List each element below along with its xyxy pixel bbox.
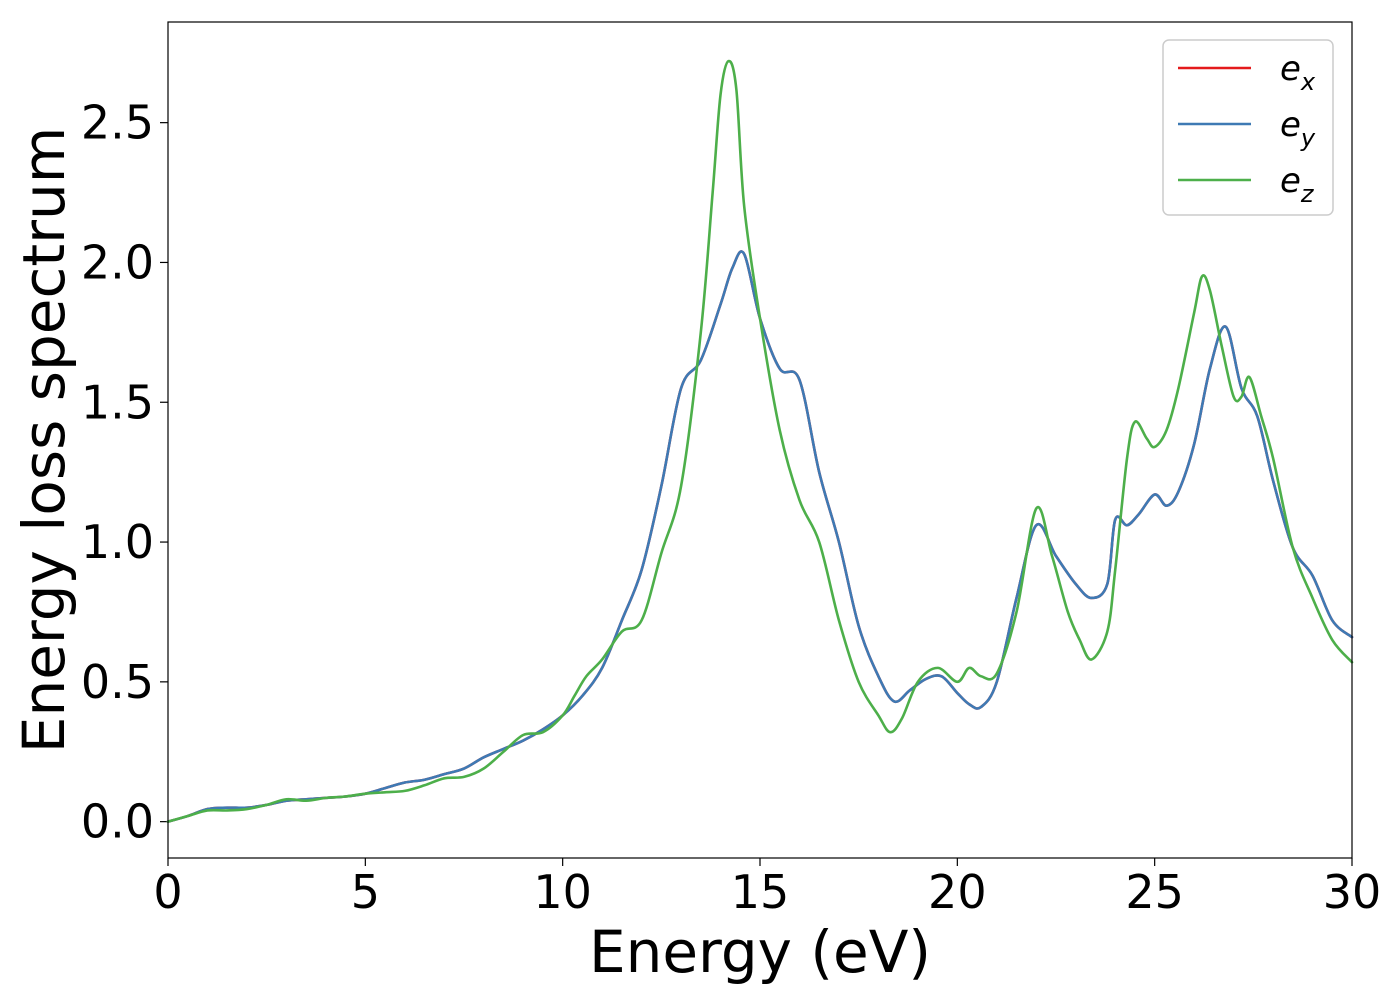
x-tick-label: 25 xyxy=(1125,865,1184,919)
y-axis-title: Energy loss spectrum xyxy=(10,127,78,753)
plot-lines xyxy=(166,59,1354,823)
y-tick-label: 1.0 xyxy=(81,515,154,569)
series-line-z xyxy=(166,59,1354,823)
x-tick-label: 0 xyxy=(153,865,182,919)
x-axis-title: Energy (eV) xyxy=(589,918,931,986)
y-tick-label: 2.5 xyxy=(81,96,154,150)
x-tick-label: 10 xyxy=(533,865,592,919)
series-line-y xyxy=(166,250,1354,823)
y-tick-label: 1.5 xyxy=(81,375,154,429)
legend-subscript-x: x xyxy=(1300,68,1316,96)
legend-subscript-z: z xyxy=(1300,180,1315,208)
x-tick-label: 20 xyxy=(928,865,987,919)
legend-box xyxy=(1162,39,1334,216)
y-tick-label: 2.0 xyxy=(81,235,154,289)
x-tick-label: 5 xyxy=(351,865,380,919)
legend-subscript-y: y xyxy=(1300,124,1316,152)
y-axis-ticks: 0.0 0.5 1.0 1.5 2.0 2.5 xyxy=(81,96,168,849)
plot-frame xyxy=(167,21,1353,859)
y-tick-label: 0.0 xyxy=(81,795,154,849)
x-axis-ticks: 0 5 10 15 20 25 30 xyxy=(153,858,1381,919)
x-tick-label: 30 xyxy=(1323,865,1382,919)
y-tick-label: 0.5 xyxy=(81,655,154,709)
series-line-x xyxy=(166,250,1354,823)
x-tick-label: 15 xyxy=(731,865,790,919)
